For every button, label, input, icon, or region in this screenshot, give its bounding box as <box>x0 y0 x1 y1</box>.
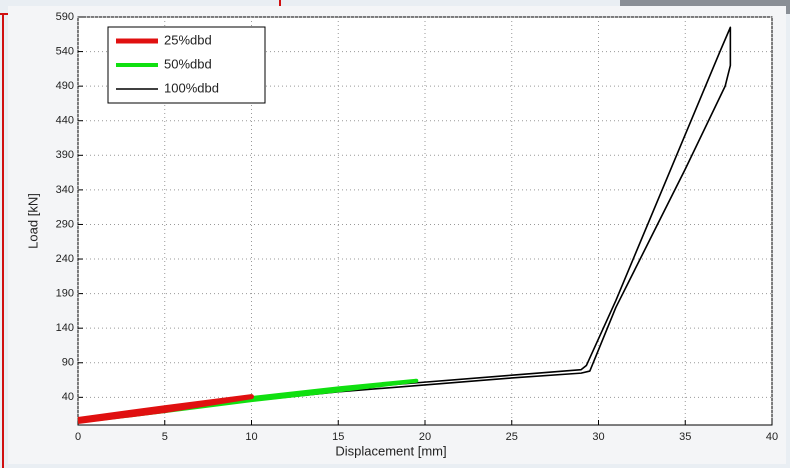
x-tick-label: 15 <box>332 431 344 443</box>
x-tick-label: 10 <box>245 431 257 443</box>
y-tick-label: 240 <box>56 253 74 265</box>
y-tick-label: 140 <box>56 322 74 334</box>
y-axis-label: Load [kN] <box>25 193 40 249</box>
legend-label: 100%dbd <box>164 80 219 95</box>
x-axis-label: Displacement [mm] <box>335 443 446 458</box>
y-tick-label: 190 <box>56 288 74 300</box>
y-tick-label: 90 <box>62 357 74 369</box>
x-tick-label: 30 <box>592 431 604 443</box>
y-tick-label: 40 <box>62 391 74 403</box>
x-tick-label: 25 <box>506 431 518 443</box>
x-tick-label: 5 <box>162 431 168 443</box>
x-tick-label: 35 <box>679 431 691 443</box>
x-tick-label: 40 <box>766 431 778 443</box>
legend-label: 25%dbd <box>164 32 212 47</box>
y-tick-label: 390 <box>56 149 74 161</box>
y-tick-label: 340 <box>56 184 74 196</box>
y-tick-label: 290 <box>56 218 74 230</box>
data-line <box>77 26 732 423</box>
y-tick-label: 590 <box>56 11 74 23</box>
x-tick-label: 20 <box>419 431 431 443</box>
legend-label: 50%dbd <box>164 56 212 71</box>
y-tick-label: 540 <box>56 45 74 57</box>
data-line <box>77 394 254 425</box>
y-tick-label: 440 <box>56 115 74 127</box>
y-tick-label: 490 <box>56 80 74 92</box>
x-tick-label: 0 <box>75 431 81 443</box>
